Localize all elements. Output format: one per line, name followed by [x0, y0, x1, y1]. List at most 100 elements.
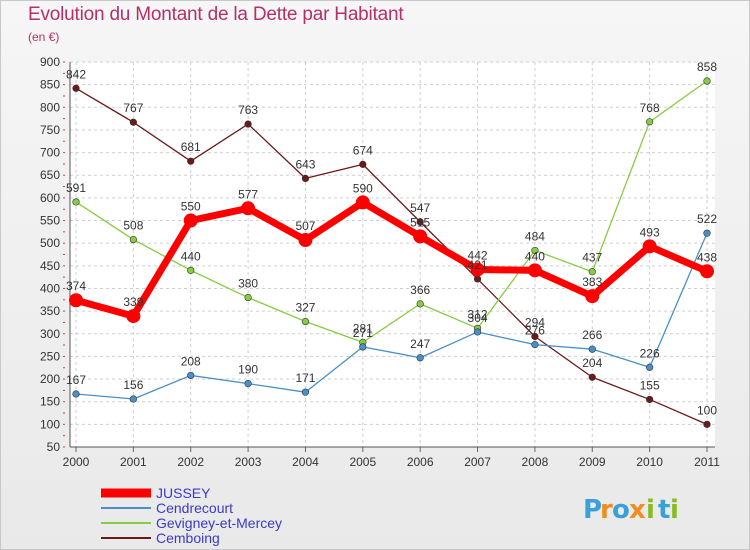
y-tick-label: 450: [40, 259, 60, 273]
data-point: [588, 345, 596, 353]
data-point: [129, 235, 137, 244]
data-label: 515: [410, 215, 430, 229]
data-label: 247: [410, 337, 430, 351]
data-point: [187, 266, 195, 274]
data-label: 858: [697, 60, 717, 74]
data-label: 763: [238, 103, 258, 117]
y-tick-label: 850: [40, 78, 60, 92]
data-label: 674: [353, 143, 373, 157]
data-label: 100: [697, 403, 717, 417]
data-point-jussey: [585, 289, 600, 304]
data-point: [72, 198, 80, 206]
logo-letter: i: [646, 495, 655, 525]
data-label: 304: [468, 311, 488, 325]
data-label: 767: [123, 101, 143, 115]
legend-label: Cemboing: [156, 530, 220, 546]
data-label: 276: [525, 324, 545, 338]
data-point: [72, 390, 80, 398]
data-point: [187, 371, 195, 380]
data-point-jussey: [126, 309, 141, 324]
unit-label: (en €): [28, 30, 60, 44]
legend-label: Gevigney-et-Mercey: [156, 515, 282, 531]
y-tick-label: 300: [40, 327, 60, 341]
data-label: 550: [181, 200, 201, 214]
data-label: 577: [238, 187, 258, 201]
data-point-jussey: [69, 293, 83, 308]
data-point-jussey: [527, 263, 542, 278]
data-point-jussey: [700, 264, 714, 279]
logo-letter: o: [612, 495, 630, 525]
data-point: [129, 395, 137, 403]
y-tick-label: 750: [40, 123, 60, 137]
y-tick-label: 550: [40, 214, 60, 228]
data-point: [646, 363, 654, 371]
data-point-jussey: [413, 229, 428, 244]
logo-letter: t: [658, 495, 670, 525]
data-point: [301, 388, 310, 396]
series-line-cemboing: [75, 87, 708, 425]
data-point-jussey: [642, 239, 657, 254]
x-tick-label: 2004: [292, 455, 319, 469]
y-tick-label: 50: [47, 440, 61, 454]
logo-letter: i: [670, 495, 679, 525]
data-point: [531, 246, 539, 255]
data-point: [416, 300, 424, 308]
series-line-cendrecourt: [75, 232, 708, 400]
data-point: [244, 379, 252, 388]
data-label: 366: [410, 283, 430, 297]
x-tick-label: 2007: [464, 455, 491, 469]
data-label: 507: [295, 219, 315, 233]
data-point-jussey: [470, 262, 485, 277]
data-label: 167: [66, 373, 86, 387]
data-point: [187, 157, 195, 165]
data-label: 493: [640, 225, 660, 239]
data-label: 155: [640, 378, 660, 392]
data-label: 294: [525, 315, 545, 329]
data-point-jussey: [355, 195, 370, 210]
x-tick-label: 2000: [63, 455, 90, 469]
data-point: [588, 268, 596, 276]
data-label: 768: [640, 101, 660, 115]
data-label: 438: [697, 250, 717, 264]
data-point-jussey: [241, 201, 256, 216]
data-label: 440: [525, 249, 545, 263]
data-point: [72, 84, 80, 92]
data-label: 681: [181, 140, 201, 154]
series-line-jussey: [75, 198, 709, 320]
x-tick-label: 2006: [407, 455, 434, 469]
data-point: [244, 120, 252, 128]
data-point: [359, 343, 367, 351]
data-point: [531, 332, 539, 341]
data-label: 383: [582, 275, 602, 289]
data-label: 156: [123, 378, 143, 392]
data-label: 327: [295, 301, 315, 315]
data-label: 437: [582, 251, 602, 265]
y-tick-label: 250: [40, 349, 60, 363]
y-tick-label: 200: [40, 372, 60, 386]
data-point: [301, 174, 310, 183]
data-label: 208: [181, 354, 201, 368]
data-label: 643: [295, 157, 315, 171]
y-tick-label: 100: [40, 417, 60, 431]
data-label: 312: [468, 307, 488, 321]
y-tick-label: 600: [40, 191, 60, 205]
x-tick-label: 2003: [235, 455, 262, 469]
data-point: [646, 118, 654, 126]
x-tick-label: 2005: [349, 455, 376, 469]
data-label: 484: [525, 229, 545, 243]
y-tick-label: 350: [40, 304, 60, 318]
data-label: 226: [640, 346, 660, 360]
x-tick-label: 2001: [120, 455, 147, 469]
data-point: [473, 328, 482, 336]
y-tick-label: 500: [40, 236, 60, 250]
y-tick-label: 900: [40, 55, 60, 69]
y-tick-label: 700: [40, 146, 60, 160]
chart-title: Evolution du Montant de la Dette par Hab…: [28, 4, 404, 25]
data-point: [531, 341, 539, 349]
data-point: [473, 275, 482, 283]
data-point: [244, 293, 252, 302]
data-label: 204: [582, 356, 602, 370]
data-label: 591: [66, 181, 86, 195]
